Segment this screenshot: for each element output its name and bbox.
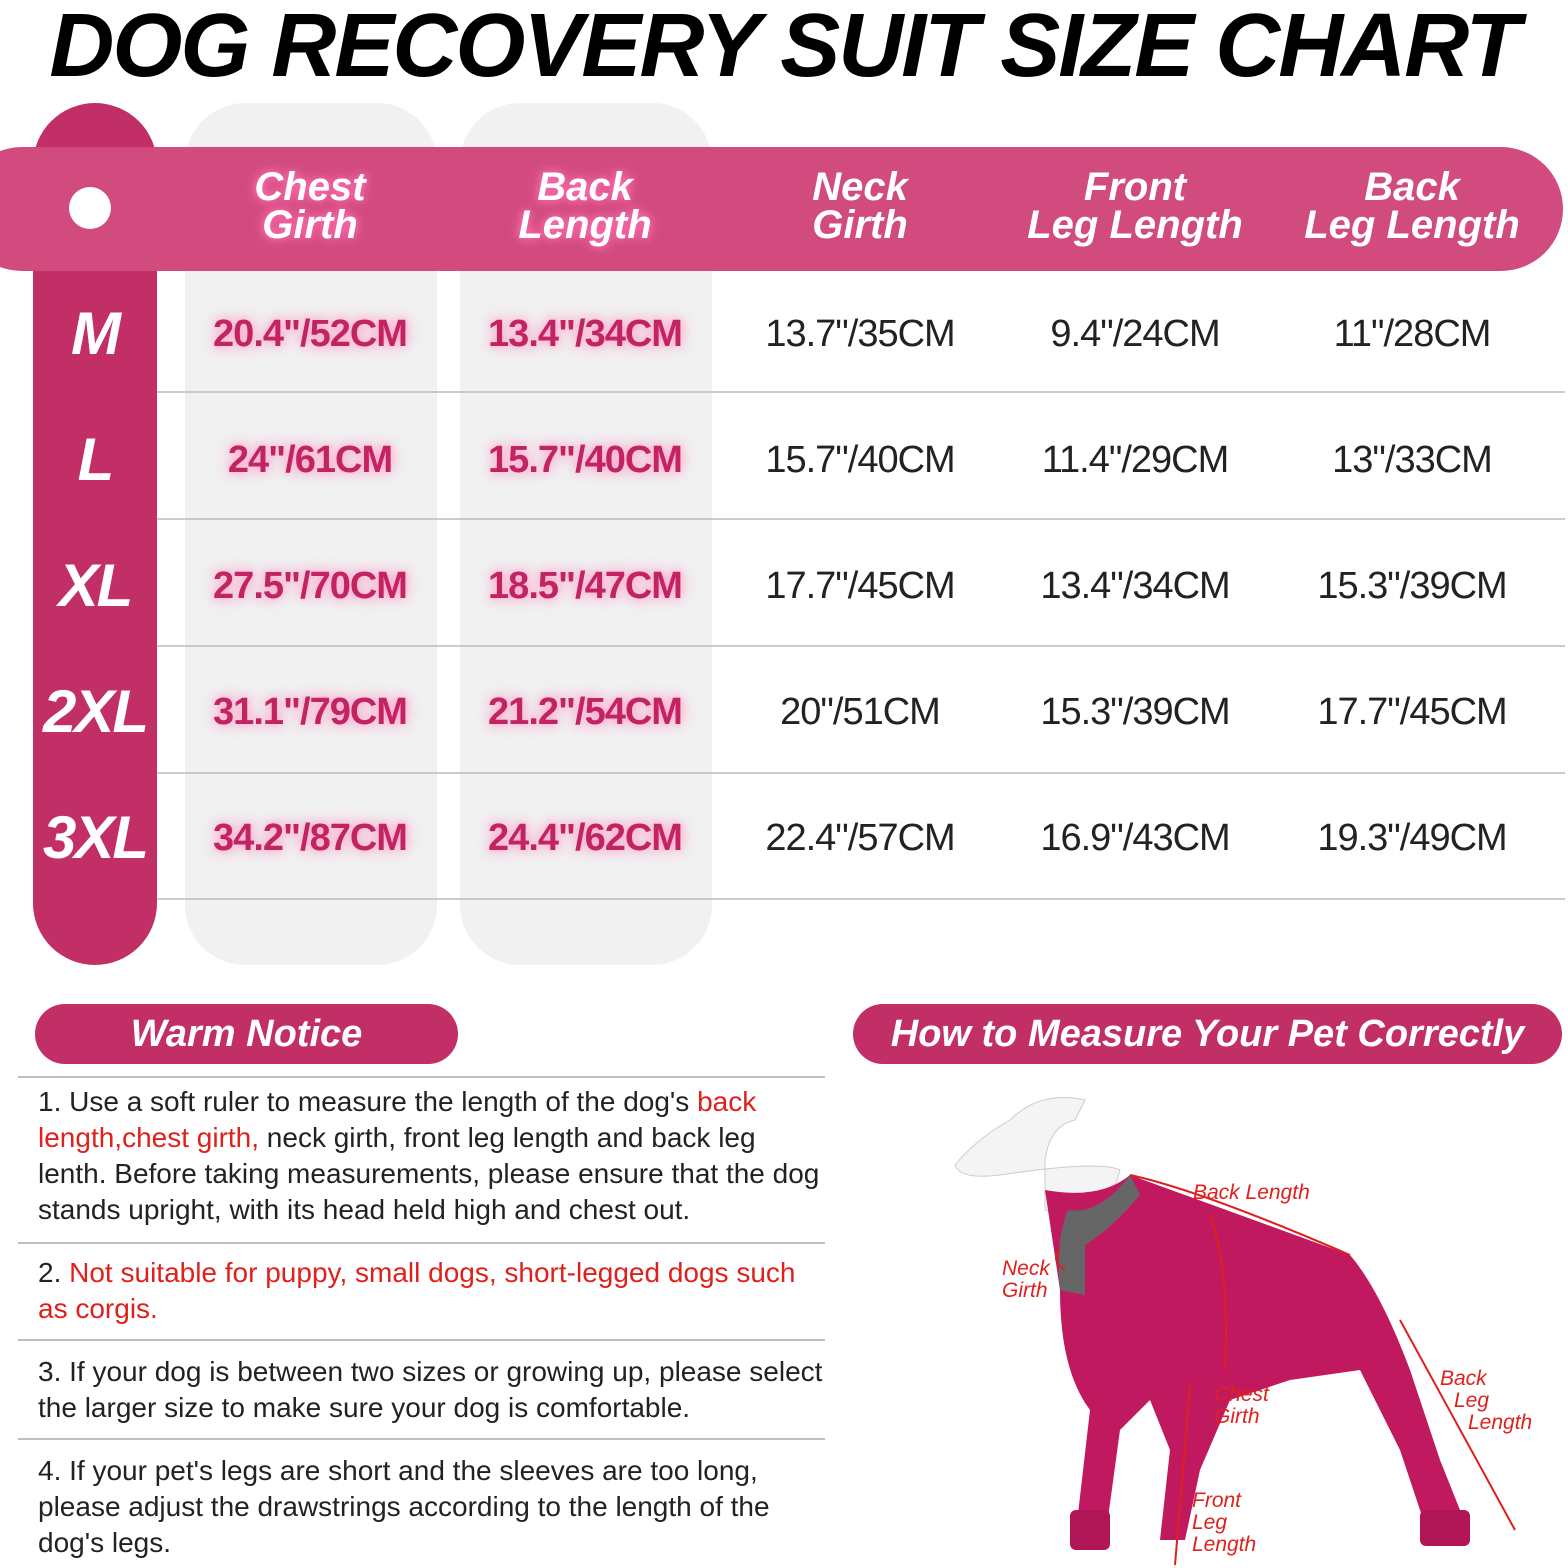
header-line: Front bbox=[1083, 165, 1187, 209]
label-line: Leg bbox=[1454, 1389, 1490, 1412]
measure-arrows bbox=[1055, 1174, 1516, 1566]
size-value: 13"/33CM bbox=[1332, 439, 1493, 481]
size-value: 17.7"/45CM bbox=[1317, 691, 1507, 733]
header-band bbox=[0, 147, 1563, 271]
size-value: 34.2"/87CM bbox=[213, 817, 408, 859]
header-line: Length bbox=[518, 203, 652, 247]
size-value: 22.4"/57CM bbox=[765, 817, 955, 859]
notice-item: 1. Use a soft ruler to measure the lengt… bbox=[38, 1084, 828, 1228]
size-value: 17.7"/45CM bbox=[765, 565, 955, 607]
page-title: DOG RECOVERY SUIT SIZE CHART bbox=[49, 0, 1520, 96]
size-value: 24"/61CM bbox=[227, 439, 393, 481]
measure-label: Chest Girth bbox=[1214, 1384, 1269, 1428]
size-value: 9.4"/24CM bbox=[1050, 313, 1220, 355]
column-header: Chest Girth bbox=[175, 165, 445, 247]
label-line: Girth bbox=[1002, 1279, 1048, 1302]
size-value: 18.5"/47CM bbox=[488, 565, 683, 607]
pillar bbox=[460, 103, 712, 965]
column-header: Back Leg Length bbox=[1277, 165, 1547, 247]
size-label: 2XL bbox=[42, 678, 149, 745]
notice-text: 4. If your pet's legs are short and the … bbox=[38, 1455, 770, 1558]
size-value: 20.4"/52CM bbox=[213, 313, 408, 355]
size-value: 15.7"/40CM bbox=[765, 439, 955, 481]
size-label: XL bbox=[58, 552, 134, 619]
column-header: Front Leg Length bbox=[1000, 165, 1270, 247]
notice-text: neck girth, front leg length and back le… bbox=[38, 1122, 820, 1225]
size-value: 13.4"/34CM bbox=[1040, 565, 1230, 607]
size-value: 27.5"/70CM bbox=[213, 565, 408, 607]
size-label: M bbox=[71, 300, 121, 367]
header-line: Leg Length bbox=[1304, 203, 1520, 247]
header-line: Girth bbox=[262, 203, 358, 247]
notice-item: 2. Not suitable for puppy, small dogs, s… bbox=[38, 1255, 828, 1327]
size-value: 24.4"/62CM bbox=[488, 817, 683, 859]
measure-label: Back Leg Length bbox=[1440, 1368, 1532, 1434]
header-line: Back bbox=[537, 165, 633, 209]
table-backdrop bbox=[0, 103, 1565, 965]
label-line: Length bbox=[1192, 1533, 1257, 1556]
label-line: Back Length bbox=[1193, 1181, 1310, 1204]
header-line: Back bbox=[1364, 165, 1460, 209]
header-line: Leg Length bbox=[1027, 203, 1243, 247]
label-line: Length bbox=[1468, 1411, 1533, 1434]
size-label: L bbox=[77, 426, 115, 493]
pillar bbox=[185, 103, 437, 965]
size-value: 15.3"/39CM bbox=[1040, 691, 1230, 733]
size-value: 21.2"/54CM bbox=[488, 691, 683, 733]
illustration bbox=[18, 1076, 1516, 1566]
notice-text: 3. If your dog is between two sizes or g… bbox=[38, 1356, 823, 1423]
label-line: Back bbox=[1440, 1367, 1487, 1390]
size-value: 16.9"/43CM bbox=[1040, 817, 1230, 859]
measure-label: Neck Girth bbox=[1002, 1258, 1050, 1302]
measure-label: Front Leg Length bbox=[1192, 1490, 1256, 1556]
notice-text: Not suitable for puppy, small dogs, shor… bbox=[38, 1257, 796, 1324]
row-dividers bbox=[157, 391, 1565, 900]
header-line: Girth bbox=[812, 203, 908, 247]
size-value: 11"/28CM bbox=[1333, 313, 1492, 355]
size-column bbox=[33, 103, 157, 965]
column-header: Neck Girth bbox=[725, 165, 995, 247]
notice-text: 2. bbox=[38, 1257, 70, 1288]
header-line: Neck bbox=[812, 165, 908, 209]
label-line: Neck bbox=[1002, 1257, 1050, 1280]
size-value: 11.4"/29CM bbox=[1041, 439, 1230, 481]
label-line: Girth bbox=[1214, 1405, 1260, 1428]
size-value: 20"/51CM bbox=[780, 691, 941, 733]
dog bbox=[954, 1097, 1470, 1550]
size-value: 31.1"/79CM bbox=[213, 691, 408, 733]
size-value: 13.4"/34CM bbox=[488, 313, 683, 355]
size-value: 15.7"/40CM bbox=[488, 439, 683, 481]
note-dividers bbox=[18, 1076, 825, 1440]
measure-label: Back Length bbox=[1193, 1182, 1310, 1204]
size-value: 19.3"/49CM bbox=[1317, 817, 1507, 859]
column-header: Back Length bbox=[450, 165, 720, 247]
notice-title: Warm Notice bbox=[35, 1004, 458, 1064]
dot bbox=[69, 187, 111, 229]
size-value: 15.3"/39CM bbox=[1317, 565, 1507, 607]
size-value: 13.7"/35CM bbox=[765, 313, 955, 355]
size-label: 3XL bbox=[42, 804, 149, 871]
notice-text: back length,chest girth, bbox=[38, 1086, 757, 1153]
label-line: Leg bbox=[1192, 1511, 1228, 1534]
label-line: Chest bbox=[1214, 1383, 1269, 1406]
notice-item: 4. If your pet's legs are short and the … bbox=[38, 1453, 828, 1561]
notice-text: 1. Use a soft ruler to measure the lengt… bbox=[38, 1086, 698, 1117]
measure-title: How to Measure Your Pet Correctly bbox=[853, 1004, 1562, 1064]
label-line: Front bbox=[1192, 1489, 1242, 1512]
notice-item: 3. If your dog is between two sizes or g… bbox=[38, 1354, 828, 1426]
header-line: Chest bbox=[254, 165, 366, 209]
